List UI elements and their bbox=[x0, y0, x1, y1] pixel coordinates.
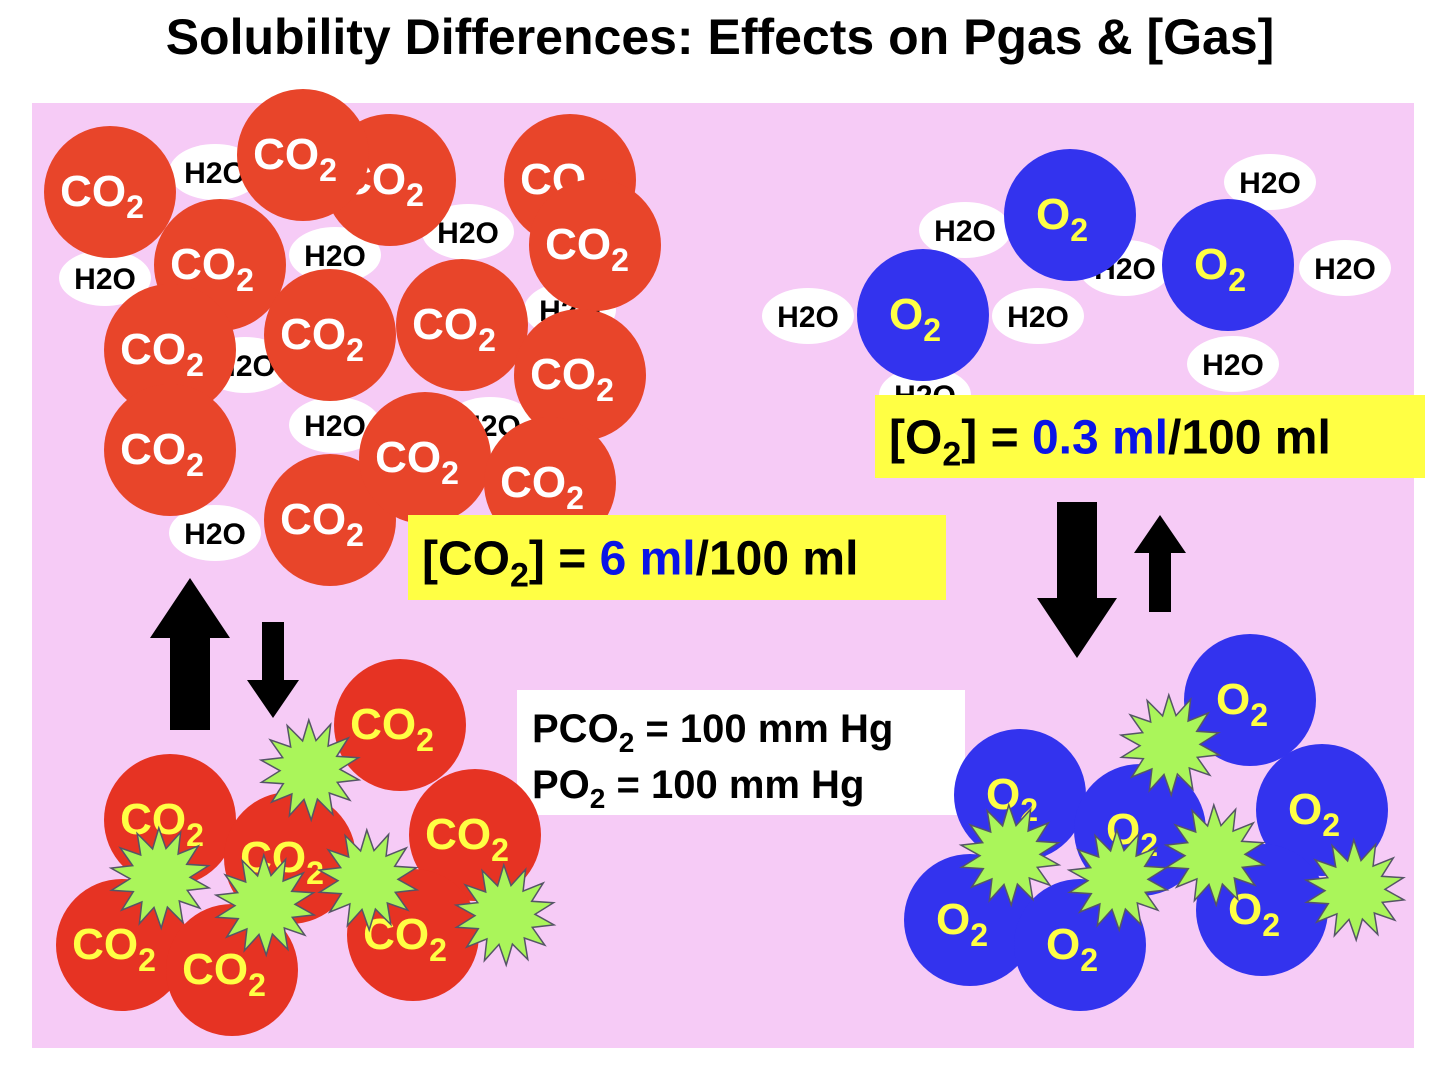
o2-concentration-label: [O2] = 0.3 ml/100 ml bbox=[875, 395, 1425, 478]
svg-text:CO2: CO2 bbox=[530, 350, 614, 408]
svg-text:CO2: CO2 bbox=[375, 433, 459, 491]
starburst bbox=[258, 717, 362, 823]
starburst bbox=[958, 802, 1062, 908]
svg-text:CO2: CO2 bbox=[253, 130, 337, 188]
starburst bbox=[1163, 802, 1267, 908]
svg-text:CO2: CO2 bbox=[280, 310, 364, 368]
starburst bbox=[453, 862, 557, 968]
arrow-up-small bbox=[1134, 515, 1186, 612]
svg-text:H2O: H2O bbox=[934, 215, 996, 248]
svg-text:CO2: CO2 bbox=[120, 325, 204, 383]
starburst bbox=[108, 825, 212, 931]
svg-text:CO2: CO2 bbox=[545, 220, 629, 278]
svg-text:H2O: H2O bbox=[1202, 349, 1264, 382]
h2o-molecule: H2O bbox=[919, 202, 1011, 258]
svg-text:O2: O2 bbox=[1194, 240, 1246, 298]
svg-text:PO2 = 100 mm Hg: PO2 = 100 mm Hg bbox=[532, 763, 864, 814]
arrow-down-small bbox=[247, 622, 299, 718]
co2-dissolved-molecule: CO2 bbox=[44, 126, 176, 258]
svg-text:O2: O2 bbox=[936, 895, 988, 953]
co2-dissolved-molecule: CO2 bbox=[514, 309, 646, 441]
h2o-molecule: H2O bbox=[1224, 154, 1316, 210]
h2o-molecule: H2O bbox=[169, 505, 261, 561]
co2-dissolved-molecule: CO2 bbox=[396, 259, 528, 391]
h2o-molecule: H2O bbox=[422, 204, 514, 260]
svg-text:O2: O2 bbox=[1288, 785, 1340, 843]
o2-dissolved-molecule: O2 bbox=[857, 249, 989, 381]
co2-dissolved-molecule: CO2 bbox=[264, 269, 396, 401]
svg-text:CO2: CO2 bbox=[425, 810, 509, 868]
svg-text:CO2: CO2 bbox=[350, 700, 434, 758]
h2o-molecule: H2O bbox=[992, 288, 1084, 344]
arrow-up-large bbox=[150, 578, 230, 730]
svg-text:H2O: H2O bbox=[304, 240, 366, 273]
svg-text:H2O: H2O bbox=[184, 518, 246, 551]
starburst bbox=[1118, 692, 1222, 798]
svg-text:CO2: CO2 bbox=[60, 167, 144, 225]
svg-text:H2O: H2O bbox=[1007, 301, 1069, 334]
co2-gas-molecule: CO2 bbox=[334, 659, 466, 791]
svg-text:H2O: H2O bbox=[1239, 167, 1301, 200]
svg-text:O2: O2 bbox=[1228, 885, 1280, 943]
co2-gas-molecule: CO2 bbox=[409, 769, 541, 901]
starburst bbox=[316, 827, 420, 933]
co2-dissolved-molecule: CO2 bbox=[104, 384, 236, 516]
starburst bbox=[213, 852, 317, 958]
co2-dissolved-molecule: CO2 bbox=[104, 284, 236, 416]
co2-concentration-label: [CO2] = 6 ml/100 ml bbox=[408, 515, 946, 600]
svg-text:H2O: H2O bbox=[1314, 253, 1376, 286]
co2-dissolved-molecule: CO2 bbox=[529, 179, 661, 311]
o2-dissolved-molecule: O2 bbox=[1004, 149, 1136, 281]
svg-text:[O2] = 0.3 ml/100 ml: [O2] = 0.3 ml/100 ml bbox=[889, 412, 1331, 474]
co2-dissolved-molecule: CO2 bbox=[264, 454, 396, 586]
co2-dissolved-molecule: CO2 bbox=[237, 89, 369, 221]
o2-gas-molecule: O2 bbox=[904, 854, 1036, 986]
svg-text:[CO2] = 6 ml/100 ml: [CO2] = 6 ml/100 ml bbox=[422, 533, 858, 595]
starburst bbox=[1066, 827, 1170, 933]
svg-text:O2: O2 bbox=[1036, 190, 1088, 248]
arrow-down-large bbox=[1037, 502, 1117, 658]
svg-text:CO2: CO2 bbox=[120, 425, 204, 483]
o2-dissolved-molecule: O2 bbox=[1162, 199, 1294, 331]
svg-text:CO2: CO2 bbox=[170, 240, 254, 298]
co2-dissolved-molecule: CO2 bbox=[359, 392, 491, 524]
svg-text:CO2: CO2 bbox=[363, 910, 447, 968]
svg-text:CO2: CO2 bbox=[280, 495, 364, 553]
h2o-molecule: H2O bbox=[1299, 240, 1391, 296]
svg-text:H2O: H2O bbox=[74, 263, 136, 296]
svg-text:CO2: CO2 bbox=[500, 458, 584, 516]
h2o-molecule: H2O bbox=[289, 397, 381, 453]
svg-text:CO2: CO2 bbox=[412, 300, 496, 358]
svg-text:O2: O2 bbox=[1046, 920, 1098, 978]
svg-text:H2O: H2O bbox=[184, 157, 246, 190]
svg-text:O2: O2 bbox=[889, 290, 941, 348]
svg-text:H2O: H2O bbox=[437, 217, 499, 250]
svg-text:CO2: CO2 bbox=[182, 945, 266, 1003]
svg-text:CO2: CO2 bbox=[120, 795, 204, 853]
h2o-molecule: H2O bbox=[1187, 336, 1279, 392]
svg-text:H2O: H2O bbox=[304, 410, 366, 443]
h2o-molecule: H2O bbox=[59, 250, 151, 306]
h2o-molecule: H2O bbox=[289, 227, 381, 283]
svg-text:H2O: H2O bbox=[777, 301, 839, 334]
svg-text:CO2: CO2 bbox=[72, 920, 156, 978]
o2-gas-molecule: O2 bbox=[954, 729, 1086, 861]
h2o-molecule: H2O bbox=[762, 288, 854, 344]
diagram-title: Solubility Differences: Effects on Pgas … bbox=[165, 9, 1275, 65]
svg-text:O2: O2 bbox=[1216, 675, 1268, 733]
starburst bbox=[1303, 837, 1407, 943]
svg-text:PCO2 = 100 mm Hg: PCO2 = 100 mm Hg bbox=[532, 707, 893, 758]
